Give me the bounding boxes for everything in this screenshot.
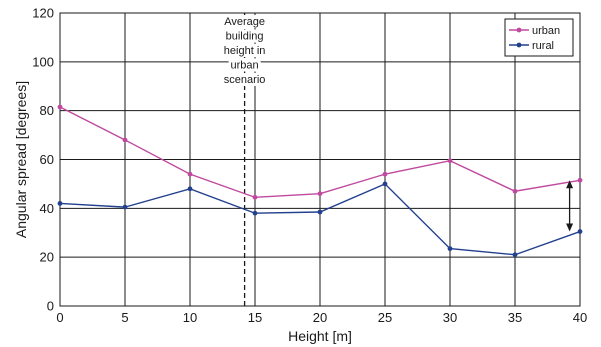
rural-point <box>447 246 453 252</box>
y-axis-label: Angular spread [degrees] <box>13 81 29 238</box>
legend-marker-urban <box>516 27 522 33</box>
y-tick-label: 60 <box>40 152 54 167</box>
annotation-text: urban <box>231 60 259 72</box>
legend-box <box>504 18 574 57</box>
annotation-text: Average <box>224 16 265 28</box>
x-tick-label: 10 <box>183 310 197 325</box>
x-tick-label: 40 <box>573 310 587 325</box>
rural-point <box>122 204 128 210</box>
y-tick-label: 0 <box>47 299 54 314</box>
y-tick-label: 100 <box>32 54 54 69</box>
annotation-text: building <box>226 31 264 43</box>
urban-point <box>187 171 193 177</box>
rural-point <box>577 229 583 234</box>
y-tick-label: 20 <box>40 250 54 265</box>
x-tick-label: 20 <box>313 310 327 325</box>
rural-point <box>252 210 258 216</box>
difference-arrow <box>566 180 574 232</box>
x-axis-label: Height [m] <box>288 328 352 344</box>
series-group <box>57 104 583 258</box>
urban-point <box>382 171 388 177</box>
annotation-bg <box>220 29 269 43</box>
x-tick-labels: 0 5 10 15 20 25 30 35 40 <box>56 310 587 325</box>
urban-point <box>577 177 583 183</box>
annotation-text: scenario <box>224 74 266 86</box>
legend-marker-rural <box>516 42 522 48</box>
y-tick-label: 120 <box>32 6 54 21</box>
y-tick-label: 80 <box>40 103 54 118</box>
annotation-bg <box>228 58 261 72</box>
x-tick-label: 15 <box>248 310 262 325</box>
rural-point <box>512 252 518 258</box>
urban-point <box>57 104 63 110</box>
urban-point <box>122 137 128 143</box>
x-tick-label: 25 <box>378 310 392 325</box>
annotation-text: height in <box>224 45 266 57</box>
rural-point <box>57 201 63 206</box>
x-tick-label: 5 <box>121 310 128 325</box>
annotation-bg <box>220 73 269 86</box>
urban-point <box>317 191 323 197</box>
x-tick-label: 35 <box>508 310 522 325</box>
x-tick-label: 0 <box>56 310 63 325</box>
y-tick-label: 40 <box>40 201 54 216</box>
building-height-annotation: Average building height in urban scenario <box>217 13 272 306</box>
plot-frame <box>59 12 581 307</box>
rural-point <box>382 181 388 187</box>
annotation-bg <box>217 44 272 57</box>
legend-label-rural: rural <box>532 40 554 52</box>
annotation-bg <box>223 15 267 28</box>
urban-point <box>447 158 453 164</box>
legend: urban rural <box>504 18 574 57</box>
grid <box>59 12 581 307</box>
arrow-head-top <box>566 180 574 189</box>
urban-point <box>512 188 518 194</box>
rural-point <box>187 186 193 192</box>
y-tick-labels: 0 20 40 60 80 100 120 <box>32 6 54 314</box>
arrow-head-bottom <box>566 223 574 232</box>
legend-label-urban: urban <box>532 25 560 37</box>
rural-point <box>317 209 323 215</box>
urban-point <box>252 194 258 200</box>
x-tick-label: 30 <box>443 310 457 325</box>
